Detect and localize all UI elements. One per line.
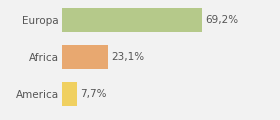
Text: 23,1%: 23,1% bbox=[111, 52, 144, 62]
Bar bbox=[62, 45, 108, 69]
Bar bbox=[62, 8, 202, 32]
Text: 7,7%: 7,7% bbox=[80, 89, 107, 99]
Text: 69,2%: 69,2% bbox=[205, 15, 238, 25]
Bar bbox=[62, 82, 77, 106]
